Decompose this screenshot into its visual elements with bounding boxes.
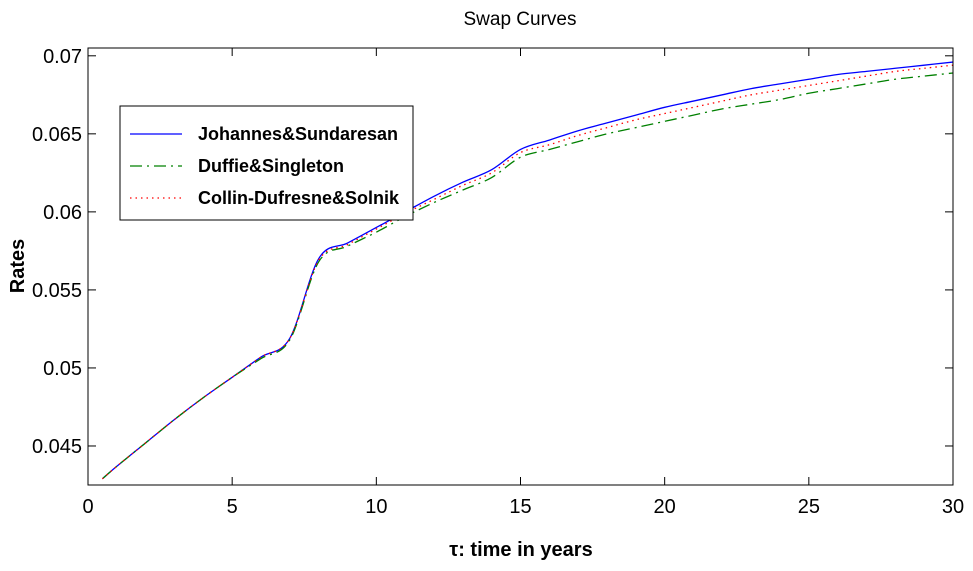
y-axis-label: Rates [7, 239, 29, 293]
x-tick-label: 5 [227, 496, 238, 518]
legend-label-3: Collin-Dufresne&Solnik [198, 188, 400, 208]
x-tick-label: 10 [365, 496, 387, 518]
series-line-2 [101, 72, 953, 480]
y-tick-label: 0.055 [32, 280, 82, 302]
x-tick-label: 20 [654, 496, 676, 518]
y-tick-label: 0.07 [43, 46, 82, 68]
chart-title: Swap Curves [464, 9, 577, 30]
legend-label-1: Johannes&Sundaresan [198, 124, 398, 144]
x-tick-label: 15 [509, 496, 531, 518]
legend-label-2: Duffie&Singleton [198, 156, 344, 176]
x-tick-label: 30 [942, 496, 964, 518]
y-tick-label: 0.045 [32, 436, 82, 458]
x-tick-label: 25 [798, 496, 820, 518]
y-tick-label: 0.065 [32, 124, 82, 146]
series-line-1 [101, 61, 953, 480]
y-tick-label: 0.06 [43, 202, 82, 224]
plot-area-frame [87, 47, 954, 486]
x-axis-label: τ: time in years [449, 539, 592, 561]
y-tick-label: 0.05 [43, 358, 82, 380]
x-tick-label: 0 [82, 496, 93, 518]
legend-box [119, 105, 414, 221]
